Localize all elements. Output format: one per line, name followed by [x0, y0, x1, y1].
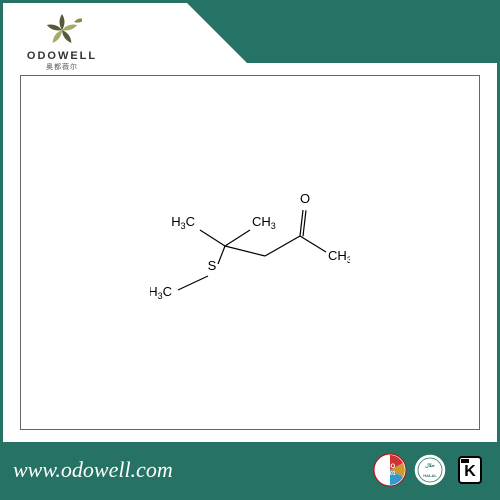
brand-chinese: 奥都薇尔	[12, 62, 112, 72]
certification-badges: ISO 9001 حلال HALAL K	[373, 453, 487, 487]
svg-text:ISO: ISO	[385, 464, 396, 470]
svg-text:S: S	[208, 258, 217, 273]
svg-text:حلال: حلال	[425, 463, 435, 469]
svg-text:HALAL: HALAL	[423, 473, 437, 478]
content-frame: O S H3C CH3 H3C CH3	[20, 75, 480, 430]
brand-name: ODOWELL	[12, 50, 112, 62]
kosher-badge-icon: K	[453, 453, 487, 487]
website-url: www.odowell.com	[13, 457, 373, 483]
chemical-structure-diagram: O S H3C CH3 H3C CH3	[150, 188, 350, 318]
svg-text:H3C: H3C	[171, 214, 195, 231]
svg-text:H3C: H3C	[150, 284, 172, 301]
halal-badge-icon: حلال HALAL	[413, 453, 447, 487]
svg-text:O: O	[300, 191, 310, 206]
svg-text:CH3: CH3	[328, 248, 350, 265]
svg-text:9001: 9001	[384, 471, 395, 477]
top-corner-banner	[147, 3, 497, 63]
iso-badge-icon: ISO 9001	[373, 453, 407, 487]
footer-banner: www.odowell.com ISO 9001 حلال HALAL	[3, 442, 497, 497]
logo-flower-icon	[42, 8, 82, 48]
svg-text:K: K	[464, 463, 476, 480]
brand-logo: ODOWELL 奥都薇尔	[12, 8, 112, 72]
svg-text:CH3: CH3	[252, 214, 276, 231]
